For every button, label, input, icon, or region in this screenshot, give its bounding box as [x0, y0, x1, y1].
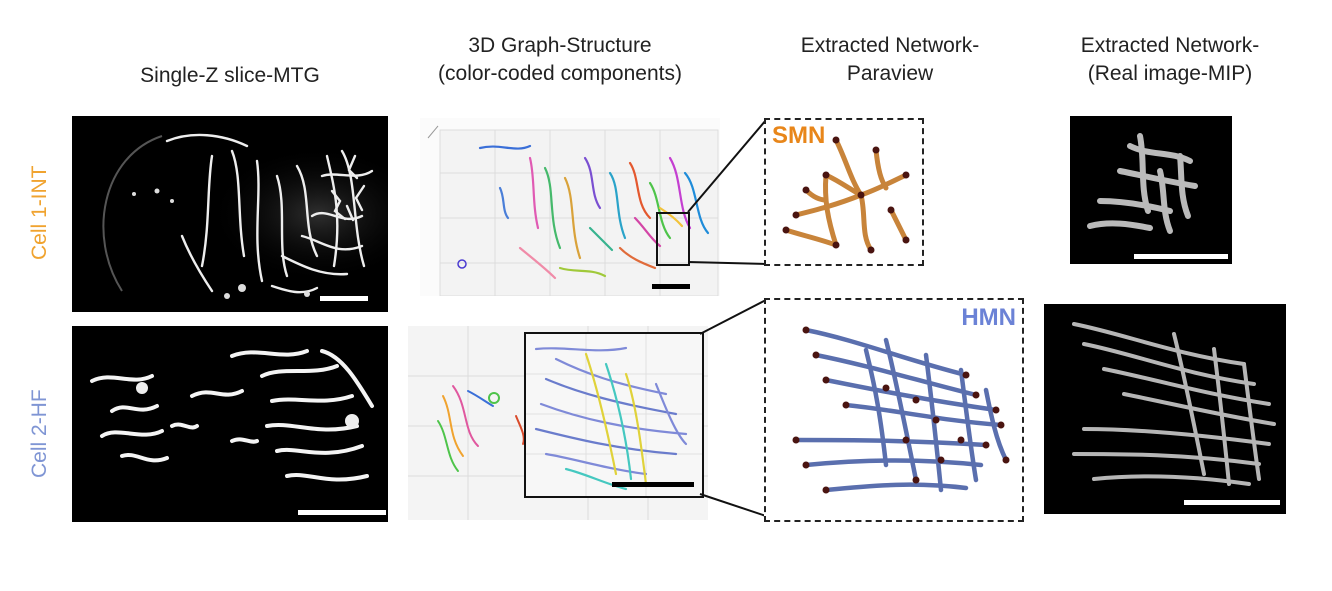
- hmn-label: HMN: [961, 304, 1016, 331]
- cell1-slice-image: [72, 116, 388, 312]
- cell2-zoom-lines: [699, 299, 767, 517]
- cell1-graph-scale-bar: [652, 284, 690, 289]
- cell1-mip-image: [1070, 116, 1232, 264]
- column-title-line: Paraview: [846, 62, 934, 85]
- cell2-graph-scale-bar: [612, 482, 694, 487]
- cell2-slice-scale-bar: [298, 510, 386, 515]
- column-title-mip: Extracted Network- (Real image-MIP): [1025, 32, 1315, 88]
- cell1-zoom-lines: [687, 119, 767, 265]
- column-title-single-z: Single-Z slice-MTG: [70, 62, 390, 90]
- cell2-mip-scale-bar: [1184, 500, 1280, 505]
- column-title-line: Extracted Network-: [800, 34, 980, 57]
- cell1-graph-inset-box: [656, 212, 690, 266]
- cell1-paraview-network: SMN: [764, 118, 924, 266]
- cell2-graph-inset-box: [524, 332, 704, 498]
- cell1-3d-graph: [420, 118, 720, 296]
- column-title-line: 3D Graph-Structure: [468, 34, 652, 57]
- cell2-3d-graph: [408, 326, 708, 520]
- cell1-slice-scale-bar: [320, 296, 368, 301]
- smn-label: SMN: [772, 122, 826, 149]
- cell2-slice-image: [72, 326, 388, 522]
- row-label-cell1: Cell 1-INT: [28, 165, 51, 260]
- column-title-3d-graph: 3D Graph-Structure (color-coded componen…: [390, 32, 730, 88]
- column-title-line: (color-coded components): [438, 62, 682, 85]
- column-title-line: Extracted Network-: [1080, 34, 1260, 57]
- column-title-paraview: Extracted Network- Paraview: [745, 32, 1035, 88]
- cell2-mip-image: [1044, 304, 1286, 514]
- column-title-line: (Real image-MIP): [1087, 62, 1253, 85]
- cell1-mip-scale-bar: [1134, 254, 1228, 259]
- cell2-paraview-network: HMN: [764, 298, 1024, 522]
- column-title-line: Single-Z slice-MTG: [140, 64, 320, 87]
- row-label-cell2: Cell 2-HF: [28, 389, 51, 478]
